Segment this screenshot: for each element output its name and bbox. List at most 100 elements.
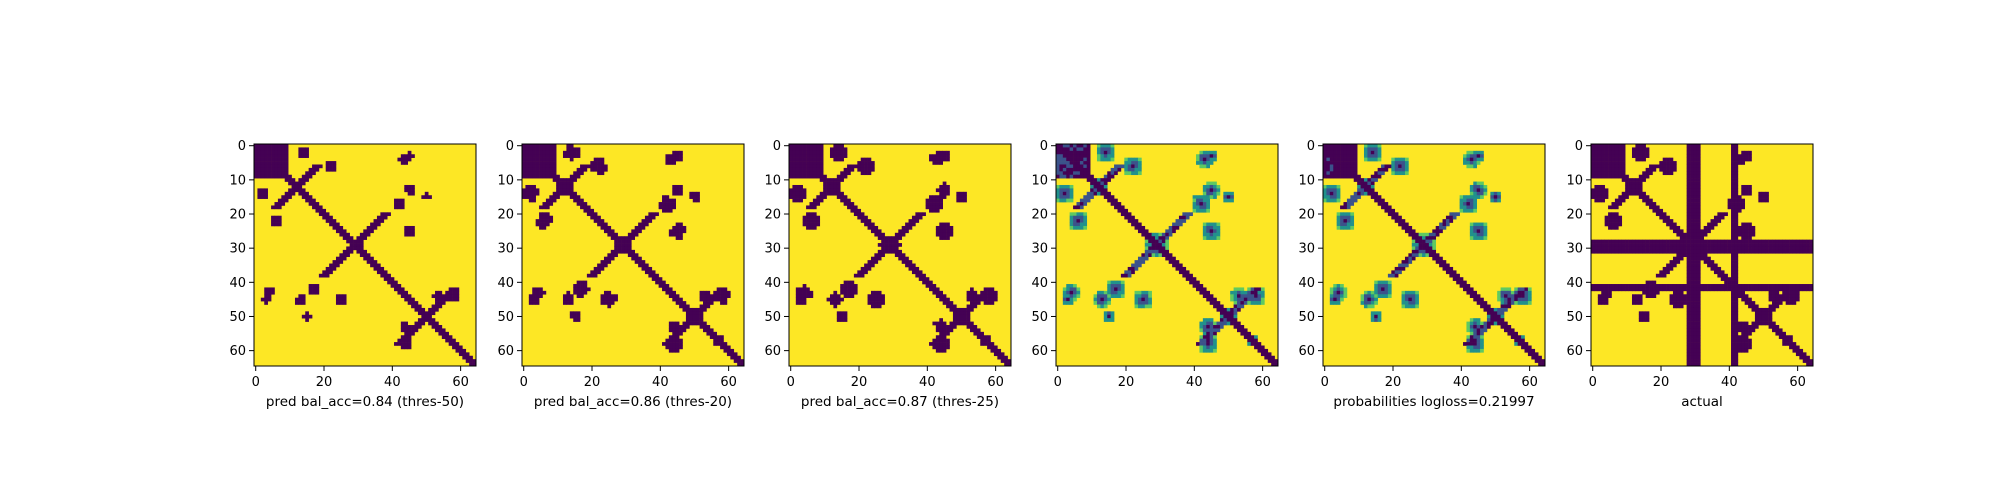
heatmap-cell (1795, 345, 1800, 350)
heatmap-cell (1185, 270, 1190, 275)
heatmap-cell (836, 184, 841, 189)
heatmap-cell (1336, 225, 1341, 230)
heatmap-cell (542, 225, 547, 230)
heatmap-cell (1096, 144, 1101, 148)
heatmap-cell (952, 311, 957, 316)
heatmap-cell (1196, 284, 1200, 288)
heatmap-cell (590, 212, 595, 217)
heatmap-cell (1466, 205, 1471, 210)
heatmap-cell (829, 188, 834, 193)
heatmap-cell (1724, 284, 1728, 288)
heatmap-cell (1696, 342, 1701, 346)
heatmap-cell (556, 178, 560, 182)
heatmap-cell (675, 301, 680, 305)
heatmap-cell (552, 167, 557, 172)
heatmap-cell (603, 290, 608, 295)
heatmap-cell (1635, 188, 1640, 193)
heatmap-cell (1597, 150, 1602, 155)
heatmap-cell (1645, 284, 1650, 288)
heatmap-cell (672, 345, 676, 350)
heatmap-cell (1175, 263, 1180, 268)
heatmap-cell (1377, 171, 1382, 176)
heatmap-cell (1693, 280, 1698, 285)
heatmap-cell (713, 294, 717, 298)
heatmap-cell (1690, 359, 1694, 363)
x-tick-label: 0 (1321, 375, 1329, 390)
heatmap-cell (1374, 314, 1378, 319)
heatmap-cell (1408, 229, 1413, 234)
heatmap-cell (840, 171, 844, 176)
heatmap-cell (1758, 311, 1763, 316)
heatmap-cell (1476, 184, 1481, 189)
heatmap-cell (1323, 171, 1327, 176)
heatmap-cell (260, 191, 265, 196)
heatmap-cell (932, 205, 937, 210)
heatmap-cell (1090, 184, 1094, 189)
heatmap-cell (1469, 157, 1474, 162)
heatmap-cell (1686, 359, 1691, 363)
heatmap-cell (614, 294, 618, 298)
heatmap-cell (1069, 174, 1074, 179)
heatmap-cell (322, 212, 327, 217)
x-tick-label: 40 (1453, 375, 1470, 390)
heatmap-cell (1758, 287, 1763, 292)
heatmap-cell (946, 157, 950, 162)
heatmap-cell (1463, 154, 1467, 158)
heatmap-cell (1744, 287, 1749, 292)
heatmap-cell (1608, 243, 1612, 247)
heatmap-cell (288, 174, 292, 179)
heatmap-cell (1151, 243, 1156, 247)
heatmap-cell (339, 253, 344, 258)
heatmap-cell (1748, 243, 1752, 247)
heatmap-cell (411, 325, 415, 329)
heatmap-cell (1737, 345, 1742, 350)
heatmap-cell (607, 229, 612, 234)
heatmap-cell (1107, 284, 1111, 288)
heatmap-cell (1120, 294, 1125, 298)
heatmap-cell (946, 188, 950, 193)
heatmap-cell (1182, 266, 1187, 271)
x-tick-label: 20 (851, 375, 868, 390)
heatmap-cell (1206, 222, 1210, 227)
heatmap-cell (566, 154, 571, 158)
heatmap-cell (1806, 359, 1810, 363)
heatmap-cell (610, 294, 615, 298)
heatmap-cell (1727, 249, 1732, 254)
heatmap-cell (1775, 304, 1780, 309)
heatmap-cell (1326, 195, 1331, 199)
heatmap-cell (1408, 301, 1413, 305)
heatmap-cell (1618, 215, 1623, 220)
heatmap-cell (799, 297, 803, 302)
heatmap-cell (539, 147, 543, 152)
heatmap-cell (1100, 294, 1105, 298)
heatmap-cell (1649, 249, 1653, 254)
heatmap-cell (549, 202, 554, 206)
heatmap-cell (342, 301, 347, 305)
heatmap-cell (400, 325, 405, 329)
heatmap-cell (1754, 243, 1759, 247)
heatmap-cell (655, 277, 659, 281)
heatmap-cell (1069, 150, 1074, 155)
heatmap-cell (1618, 222, 1623, 227)
heatmap-cell (1696, 232, 1701, 237)
heatmap-cell (1079, 202, 1084, 206)
heatmap-cell (1631, 239, 1636, 244)
heatmap-cell (638, 260, 642, 264)
heatmap-cell (672, 161, 676, 165)
heatmap-cell (1172, 225, 1176, 230)
heatmap-cell (1696, 195, 1701, 199)
heatmap-cell (1686, 325, 1691, 329)
heatmap-cell (1439, 225, 1443, 230)
heatmap-cell (400, 205, 405, 210)
heatmap-cell (1476, 297, 1481, 302)
heatmap-cell (1799, 355, 1804, 360)
heatmap-cell (411, 304, 415, 309)
heatmap-cell (404, 154, 408, 158)
heatmap-cell (1069, 195, 1074, 199)
heatmap-cell (1517, 287, 1522, 292)
heatmap-cell (1233, 311, 1238, 316)
heatmap-cell (867, 260, 872, 264)
heatmap-cell (1206, 195, 1210, 199)
heatmap-cell (539, 171, 543, 176)
heatmap-cell (573, 195, 577, 199)
